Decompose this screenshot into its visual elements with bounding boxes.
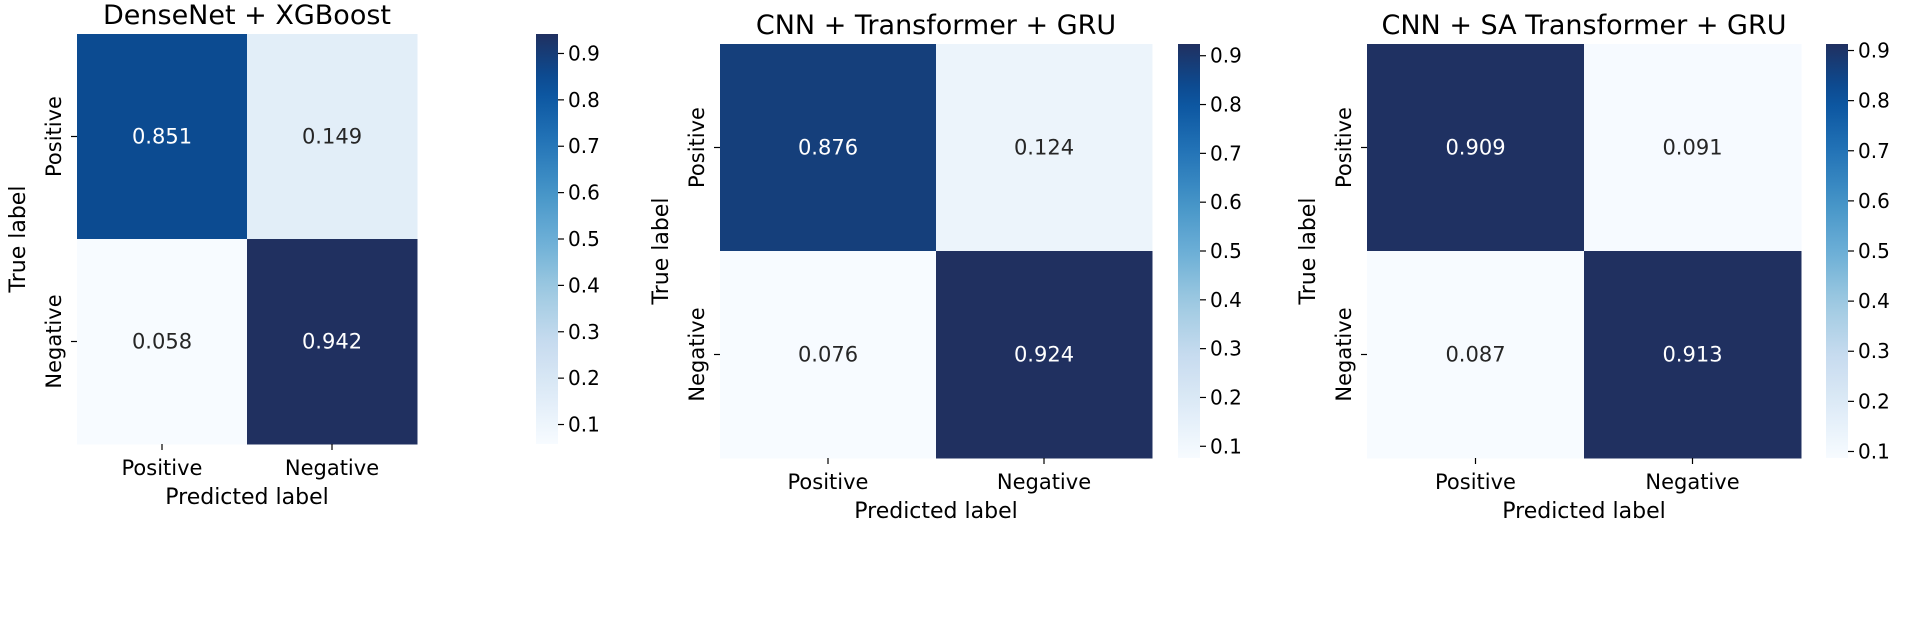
panel-3: CNN + SA Transformer + GRU 0.909 0.091 0.08… — [1296, 10, 1890, 524]
cell-value-label: 0.087 — [1445, 343, 1505, 367]
cell-value-label: 0.124 — [1014, 136, 1074, 160]
cell-value-label: 0.076 — [798, 343, 858, 367]
colorbar-tick-label: 0.2 — [568, 366, 600, 390]
chart-title: CNN + Transformer + GRU — [756, 10, 1116, 41]
heatmap-cell-r0-c1 — [936, 44, 1153, 252]
colorbar-tick-label: 0.5 — [568, 227, 600, 251]
y-tick-label: Negative — [1332, 307, 1356, 401]
y-tick-label: Positive — [42, 96, 66, 177]
heatmap-cell-r1-c0 — [720, 251, 937, 459]
x-tick-label: Negative — [285, 456, 379, 480]
x-axis-label: Predicted label — [165, 485, 328, 510]
y-tick-label: Negative — [685, 307, 709, 401]
colorbar-tick-label: 0.6 — [1210, 190, 1242, 214]
x-tick-label: Positive — [122, 456, 203, 480]
cell-value-label: 0.058 — [132, 330, 192, 354]
x-axis-label: Predicted label — [854, 499, 1017, 524]
heatmap-cell-r0-c1 — [1584, 44, 1802, 252]
colorbar-tick-label: 0.3 — [1210, 337, 1242, 361]
x-tick-label: Positive — [1435, 470, 1516, 494]
colorbar-tick-label: 0.9 — [568, 41, 600, 65]
x-tick-label: Negative — [1645, 470, 1739, 494]
y-tick-label: Negative — [42, 294, 66, 388]
colorbar-tick-label: 0.9 — [1210, 44, 1242, 68]
y-tick-label: Positive — [685, 107, 709, 188]
colorbar-tick-label: 0.2 — [1858, 389, 1890, 413]
colorbar-tick-label: 0.5 — [1210, 239, 1242, 263]
heatmap-cell-r1-c1 — [936, 251, 1153, 459]
cell-value-label: 0.913 — [1662, 343, 1722, 367]
cell-value-label: 0.876 — [798, 136, 858, 160]
chart-title: DenseNet + XGBoost — [103, 0, 391, 31]
x-tick-label: Negative — [997, 470, 1091, 494]
cell-value-label: 0.924 — [1014, 343, 1074, 367]
heatmap-cell-r0-c0 — [77, 34, 248, 240]
heatmap-cell-r1-c1 — [1584, 251, 1802, 459]
colorbar-tick-label: 0.3 — [568, 320, 600, 344]
cell-value-label: 0.909 — [1445, 136, 1505, 160]
colorbar-tick-label: 0.4 — [1858, 289, 1890, 313]
cell-value-label: 0.942 — [302, 330, 362, 354]
heatmap-cell-r0-c0 — [720, 44, 937, 252]
colorbar-tick-label: 0.4 — [1210, 288, 1242, 312]
x-tick-label: Positive — [788, 470, 869, 494]
y-axis-label: True label — [1296, 198, 1321, 306]
y-axis-label: True label — [649, 198, 674, 306]
colorbar-tick-label: 0.8 — [1858, 89, 1890, 113]
colorbar-tick-label: 0.5 — [1858, 239, 1890, 263]
colorbar-tick-label: 0.1 — [568, 413, 600, 437]
colorbar-tick-label: 0.1 — [1858, 439, 1890, 463]
colorbar-tick-label: 0.2 — [1210, 385, 1242, 409]
colorbar — [536, 34, 558, 444]
heatmap-cell-r1-c0 — [1367, 251, 1585, 459]
cell-value-label: 0.091 — [1662, 136, 1722, 160]
colorbar-tick-label: 0.6 — [568, 181, 600, 205]
x-axis-label: Predicted label — [1502, 499, 1665, 524]
heatmap-cell-r0-c1 — [247, 34, 418, 240]
colorbar-tick-label: 0.8 — [1210, 93, 1242, 117]
colorbar-tick-label: 0.1 — [1210, 434, 1242, 458]
chart-title: CNN + SA Transformer + GRU — [1382, 10, 1787, 41]
colorbar-tick-label: 0.7 — [1210, 141, 1242, 165]
colorbar-tick-label: 0.7 — [568, 134, 600, 158]
cell-value-label: 0.149 — [302, 125, 362, 149]
heatmap-cell-r0-c0 — [1367, 44, 1585, 252]
panel-1: DenseNet + XGBoost 0.851 0.149 0.058 0.942 Po… — [6, 0, 600, 510]
heatmap-cell-r1-c1 — [247, 239, 418, 445]
colorbar-tick-label: 0.8 — [568, 88, 600, 112]
colorbar-tick-label: 0.7 — [1858, 139, 1890, 163]
y-axis-label: True label — [6, 186, 31, 294]
cell-value-label: 0.851 — [132, 125, 192, 149]
colorbar-tick-label: 0.4 — [568, 273, 600, 297]
y-tick-label: Positive — [1332, 107, 1356, 188]
colorbar-tick-label: 0.3 — [1858, 339, 1890, 363]
heatmap-cell-r1-c0 — [77, 239, 248, 445]
colorbar-tick-label: 0.6 — [1858, 189, 1890, 213]
panel-2: CNN + Transformer + GRU 0.876 0.124 0.076 0.… — [649, 10, 1242, 524]
colorbar — [1178, 44, 1200, 458]
colorbar-tick-label: 0.9 — [1858, 39, 1890, 63]
colorbar — [1826, 44, 1848, 458]
